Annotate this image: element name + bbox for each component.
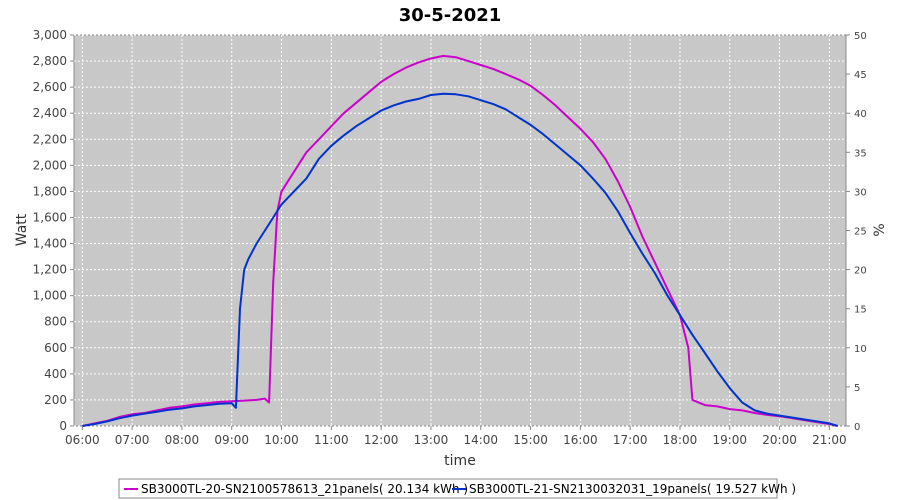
y-axis-title: Watt xyxy=(14,213,30,246)
x-axis-ticks: 06:00 07:00 08:00 09:00 10:00 11:00 12:00 13:00… xyxy=(65,426,847,447)
y2-tick-label: 25 xyxy=(854,227,867,238)
x-tick-label: 10:00 xyxy=(264,433,299,447)
y-tick-label: 2,000 xyxy=(33,158,67,172)
x-tick-label: 08:00 xyxy=(165,433,200,447)
gridlines xyxy=(74,34,846,427)
y-tick-label: 1,800 xyxy=(33,184,67,198)
series-lines xyxy=(82,54,838,427)
x-tick-label: 06:00 xyxy=(65,433,100,447)
series-line-2 xyxy=(82,92,838,427)
x-tick-label: 15:00 xyxy=(513,433,548,447)
y2-tick-label: 15 xyxy=(854,305,867,316)
y2-tick-label: 0 xyxy=(854,422,860,433)
y-tick-label: 2,800 xyxy=(33,54,67,68)
y-tick-label: 0 xyxy=(59,419,67,433)
y2-tick-label: 5 xyxy=(854,383,860,394)
y2-axis-title: % xyxy=(872,223,888,236)
chart-title: 30-5-2021 xyxy=(399,5,502,26)
x-tick-label: 14:00 xyxy=(463,433,498,447)
x-tick-label: 19:00 xyxy=(712,433,747,447)
y-tick-label: 1,200 xyxy=(33,263,67,277)
legend-label-2: SB3000TL-21-SN2130032031_19panels( 19.52… xyxy=(469,482,796,496)
x-tick-label: 16:00 xyxy=(563,433,598,447)
y2-tick-label: 50 xyxy=(854,31,867,42)
y-tick-label: 2,200 xyxy=(33,132,67,146)
x-tick-label: 09:00 xyxy=(214,433,249,447)
x-tick-label: 17:00 xyxy=(613,433,648,447)
y2-tick-label: 40 xyxy=(854,109,867,120)
y2-tick-label: 10 xyxy=(854,344,867,355)
legend-box xyxy=(118,478,778,499)
x-tick-label: 13:00 xyxy=(414,433,449,447)
series-line-1 xyxy=(82,54,838,427)
y2-tick-label: 45 xyxy=(854,70,867,81)
y2-tick-label: 20 xyxy=(854,266,867,277)
y2-tick-label: 30 xyxy=(854,187,867,198)
y-tick-label: 2,400 xyxy=(33,106,67,120)
x-axis-title: time xyxy=(444,453,476,469)
x-tick-label: 20:00 xyxy=(762,433,797,447)
x-tick-label: 07:00 xyxy=(115,433,150,447)
x-tick-label: 12:00 xyxy=(364,433,399,447)
plot-area xyxy=(73,34,847,427)
y-axis-ticks: 0 200 400 600 800 1,000 1,200 1,400 1,600 1,800 2,… xyxy=(33,28,74,433)
y-tick-label: 800 xyxy=(44,315,67,329)
legend: SB3000TL-20-SN2100578613_21panels( 20.13… xyxy=(124,482,796,496)
y2-axis-ticks: 0 5 10 15 20 25 30 35 40 45 50 xyxy=(846,31,867,433)
x-tick-label: 18:00 xyxy=(663,433,698,447)
y-tick-label: 1,400 xyxy=(33,237,67,251)
y2-tick-label: 35 xyxy=(854,148,867,159)
x-tick-label: 11:00 xyxy=(314,433,349,447)
legend-label-1: SB3000TL-20-SN2100578613_21panels( 20.13… xyxy=(141,482,468,496)
y-tick-label: 200 xyxy=(44,393,67,407)
y-tick-label: 600 xyxy=(44,341,67,355)
y-tick-label: 1,600 xyxy=(33,210,67,224)
y-tick-label: 3,000 xyxy=(33,28,67,42)
y-tick-label: 400 xyxy=(44,367,67,381)
x-tick-label: 21:00 xyxy=(812,433,847,447)
y-tick-label: 2,600 xyxy=(33,80,67,94)
y-tick-label: 1,000 xyxy=(33,289,67,303)
